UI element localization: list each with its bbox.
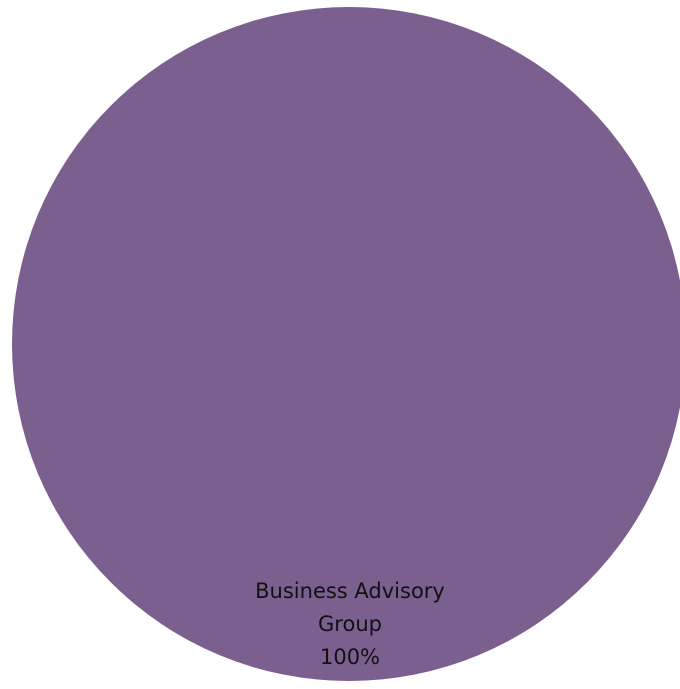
slice-category-label: Business Advisory: [255, 579, 445, 603]
slice-percent-label: 100%: [320, 645, 380, 669]
pie-slice: [12, 7, 680, 681]
slice-category-label: Group: [318, 612, 382, 636]
slice-data-label: Business Advisory Group 100%: [255, 579, 445, 669]
